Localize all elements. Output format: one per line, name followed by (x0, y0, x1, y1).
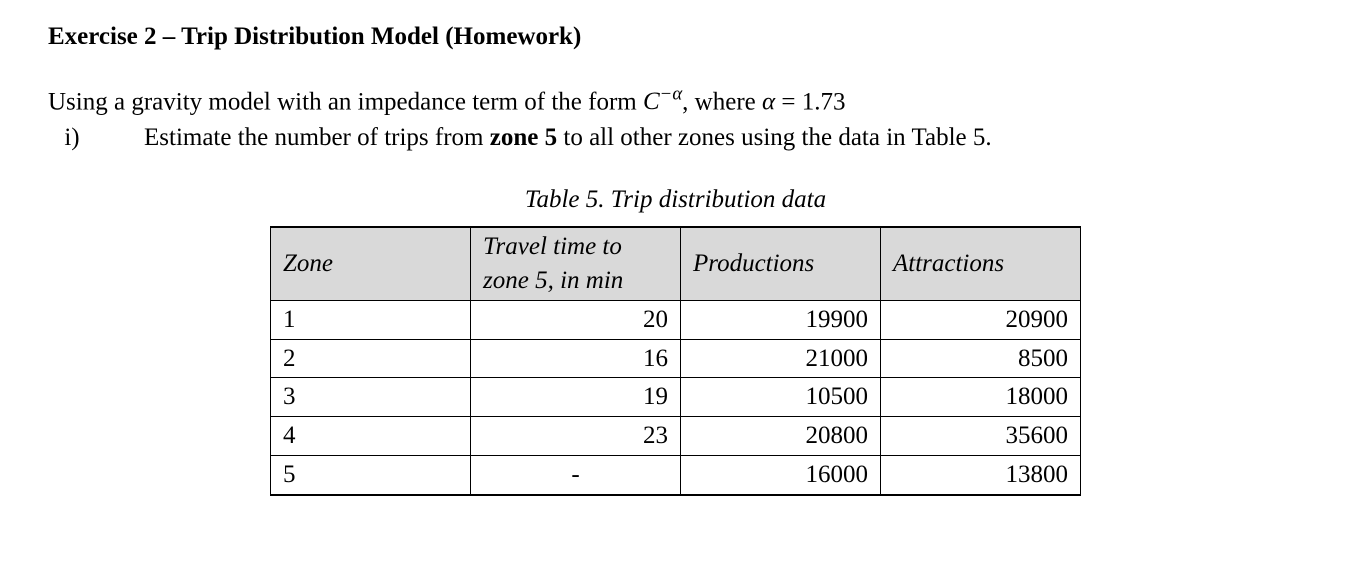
line1-eq: = (775, 88, 802, 115)
cell-attr: 35600 (881, 417, 1081, 456)
col-time-header-l1: Travel time to (483, 233, 622, 260)
cell-time: 19 (471, 378, 681, 417)
formula-base: C (643, 88, 660, 115)
cell-time: 23 (471, 417, 681, 456)
cell-time: - (471, 455, 681, 494)
line2-post: to all other zones using the data in Tab… (557, 124, 992, 151)
cell-attr: 18000 (881, 378, 1081, 417)
table-row: 3 19 10500 18000 (271, 378, 1081, 417)
col-zone-header: Zone (271, 227, 471, 300)
cell-zone: 5 (271, 455, 471, 494)
trip-distribution-table: Zone Travel time to zone 5, in min Produ… (270, 226, 1081, 495)
col-prod-header: Productions (681, 227, 881, 300)
exercise-heading: Exercise 2 – Trip Distribution Model (Ho… (48, 20, 1303, 54)
problem-line-1: Using a gravity model with an impedance … (48, 82, 1303, 119)
cell-zone: 1 (271, 300, 471, 339)
table-caption: Table 5. Trip distribution data (48, 183, 1303, 217)
col-attr-header: Attractions (881, 227, 1081, 300)
cell-time: 16 (471, 339, 681, 378)
cell-prod: 19900 (681, 300, 881, 339)
zone5-bold: zone 5 (490, 124, 557, 151)
cell-attr: 13800 (881, 455, 1081, 494)
table-row: 4 23 20800 35600 (271, 417, 1081, 456)
cell-prod: 21000 (681, 339, 881, 378)
table-row: 5 - 16000 13800 (271, 455, 1081, 494)
col-time-header: Travel time to zone 5, in min (471, 227, 681, 300)
cell-zone: 2 (271, 339, 471, 378)
table-header-row: Zone Travel time to zone 5, in min Produ… (271, 227, 1081, 300)
problem-line-2: i) Estimate the number of trips from zon… (48, 121, 1303, 155)
line1-mid: , where (682, 88, 762, 115)
alpha-symbol: α (762, 88, 775, 115)
cell-zone: 4 (271, 417, 471, 456)
line2-pre: Estimate the number of trips from (144, 124, 490, 151)
cell-prod: 16000 (681, 455, 881, 494)
roman-numeral: i) (48, 121, 96, 155)
table-row: 1 20 19900 20900 (271, 300, 1081, 339)
line1-pre: Using a gravity model with an impedance … (48, 88, 643, 115)
cell-time: 20 (471, 300, 681, 339)
impedance-formula: C−α (643, 88, 682, 115)
cell-zone: 3 (271, 378, 471, 417)
formula-exponent: −α (660, 84, 683, 105)
cell-attr: 20900 (881, 300, 1081, 339)
cell-prod: 20800 (681, 417, 881, 456)
cell-prod: 10500 (681, 378, 881, 417)
alpha-value: 1.73 (802, 88, 846, 115)
table-row: 2 16 21000 8500 (271, 339, 1081, 378)
cell-attr: 8500 (881, 339, 1081, 378)
line2-content: Estimate the number of trips from zone 5… (144, 121, 992, 155)
col-time-header-l2: zone 5, in min (483, 267, 623, 294)
table-body: 1 20 19900 20900 2 16 21000 8500 3 19 10… (271, 300, 1081, 494)
